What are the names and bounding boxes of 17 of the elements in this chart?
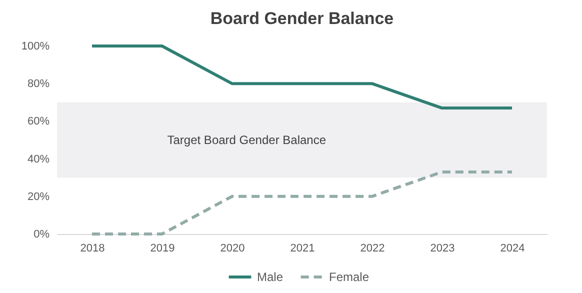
- x-tick-label: 2024: [500, 242, 525, 254]
- x-tick-label: 2023: [430, 242, 455, 254]
- x-tick-label: 2021: [290, 242, 315, 254]
- legend-label: Male: [257, 270, 284, 284]
- y-tick-label: 100%: [21, 40, 50, 52]
- band-label: Target Board Gender Balance: [167, 133, 326, 147]
- y-tick-label: 0%: [34, 228, 50, 240]
- x-tick-label: 2018: [80, 242, 105, 254]
- y-tick-label: 60%: [27, 116, 50, 128]
- y-tick-label: 20%: [27, 190, 50, 203]
- x-tick-label: 2019: [150, 242, 175, 254]
- x-tick-label: 2022: [360, 242, 385, 254]
- chart-title: Board Gender Balance: [210, 9, 394, 28]
- x-tick-label: 2020: [220, 242, 245, 254]
- legend-label: Female: [329, 270, 370, 284]
- y-tick-label: 40%: [27, 153, 50, 166]
- y-tick-label: 80%: [27, 78, 50, 90]
